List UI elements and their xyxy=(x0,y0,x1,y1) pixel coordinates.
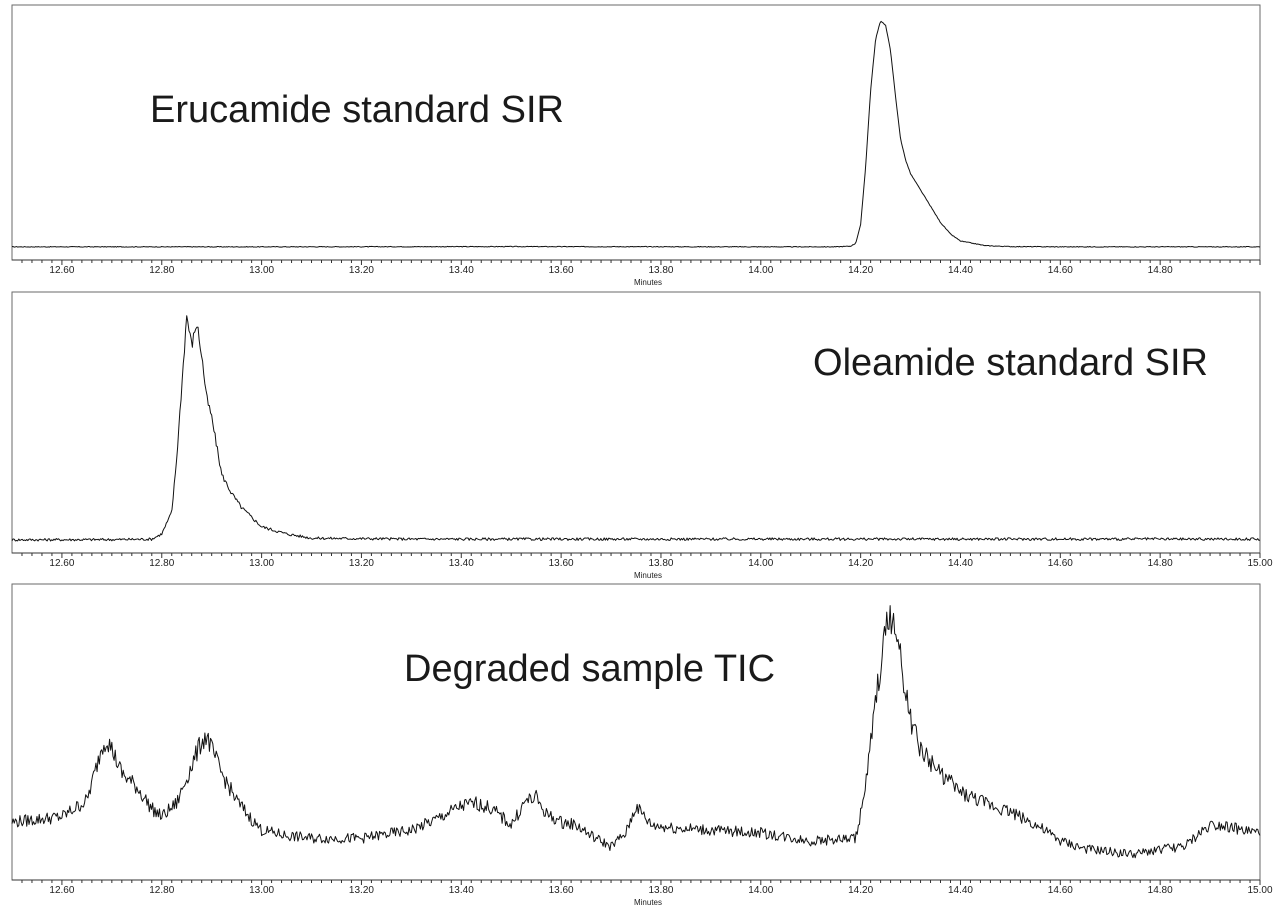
x-tick-label: 14.00 xyxy=(748,885,773,896)
series-trace xyxy=(11,20,1261,248)
chart-title: Degraded sample TIC xyxy=(404,648,775,690)
x-axis-label: Minutes xyxy=(634,571,662,580)
x-tick-label: 13.20 xyxy=(349,265,374,276)
x-tick-label: 15.00 xyxy=(1247,558,1272,569)
plot-frame xyxy=(11,4,1261,261)
plot-frame xyxy=(11,291,1261,554)
x-tick-label: 13.60 xyxy=(549,558,574,569)
chart-panel-1: 12.60 12.80 13.00 13.20 13.40 13.60 13.80 14.00… xyxy=(11,4,1261,287)
x-tick-label: 12.80 xyxy=(149,265,174,276)
x-tick-label: 12.60 xyxy=(49,885,74,896)
x-tick-label: 13.00 xyxy=(249,265,274,276)
x-tick-label: 13.40 xyxy=(449,885,474,896)
plot-frame xyxy=(11,583,1261,881)
x-tick-label: 12.80 xyxy=(149,885,174,896)
chart-panel-2: 12.60 12.80 13.00 13.20 13.40 13.60 13.80 14.00… xyxy=(11,291,1273,580)
x-tick-label: 14.80 xyxy=(1148,265,1173,276)
x-tick-label: 14.60 xyxy=(1048,558,1073,569)
x-tick-label: 14.80 xyxy=(1148,885,1173,896)
x-tick-label: 13.40 xyxy=(449,558,474,569)
x-tick-label: 12.80 xyxy=(149,558,174,569)
x-tick-label: 14.60 xyxy=(1048,885,1073,896)
chart-title: Erucamide standard SIR xyxy=(150,89,564,131)
x-tick-label: 13.00 xyxy=(249,558,274,569)
x-tick-label: 13.80 xyxy=(648,558,673,569)
x-tick-label: 14.20 xyxy=(848,558,873,569)
x-tick-label: 14.20 xyxy=(848,885,873,896)
x-tick-label: 14.60 xyxy=(1048,265,1073,276)
x-tick-label: 14.20 xyxy=(848,265,873,276)
chart-panel-3: 12.60 12.80 13.00 13.20 13.40 13.60 13.80 14.00… xyxy=(11,583,1273,907)
x-tick-label: 13.60 xyxy=(549,265,574,276)
x-tick-label: 13.80 xyxy=(648,885,673,896)
chart-title: Oleamide standard SIR xyxy=(813,342,1208,384)
x-tick-label: 14.40 xyxy=(948,265,973,276)
x-tick-label: 13.80 xyxy=(648,265,673,276)
x-tick-label: 12.60 xyxy=(49,558,74,569)
x-tick-label: 14.40 xyxy=(948,885,973,896)
x-axis-label: Minutes xyxy=(634,278,662,287)
x-tick-label: 12.60 xyxy=(49,265,74,276)
x-tick-label: 14.00 xyxy=(748,558,773,569)
x-tick-label: 13.20 xyxy=(349,558,374,569)
x-tick-label: 13.20 xyxy=(349,885,374,896)
x-tick-label: 15.00 xyxy=(1247,885,1272,896)
x-axis-label: Minutes xyxy=(634,898,662,907)
x-tick-label: 13.00 xyxy=(249,885,274,896)
x-tick-label: 14.00 xyxy=(748,265,773,276)
series-trace xyxy=(11,315,1261,542)
series-trace xyxy=(11,605,1261,859)
x-tick-label: 14.80 xyxy=(1148,558,1173,569)
x-tick-label: 14.40 xyxy=(948,558,973,569)
x-tick-label: 13.60 xyxy=(549,885,574,896)
x-tick-label: 13.40 xyxy=(449,265,474,276)
